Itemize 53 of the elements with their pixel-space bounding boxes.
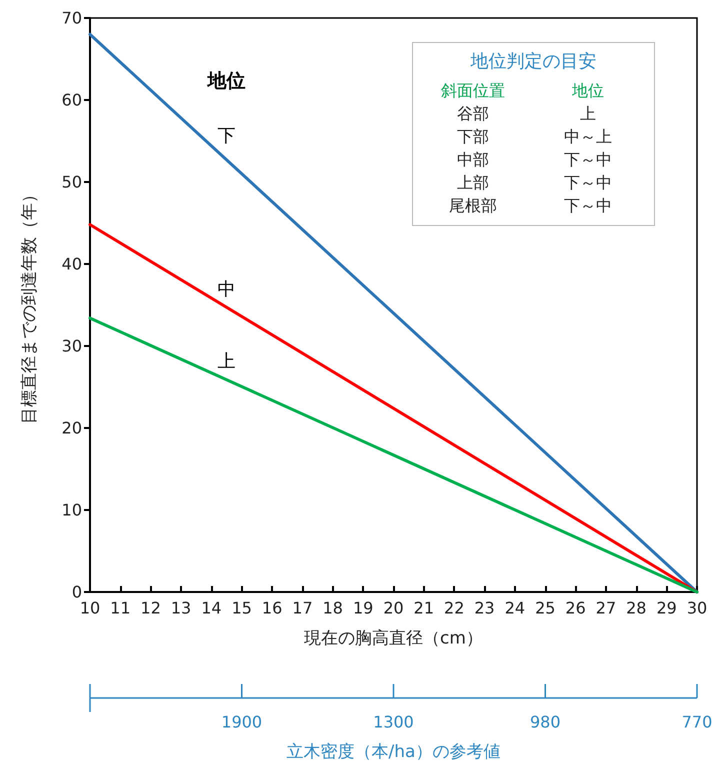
- x-tick-label: 15: [232, 598, 252, 618]
- annotation: 中～上: [563, 126, 613, 148]
- series-label: 上: [218, 351, 236, 372]
- annotation: 下～中: [563, 172, 613, 194]
- x-tick-label: 19: [352, 598, 374, 618]
- x2-axis-title: 立木密度（本/ha）の参考値: [286, 742, 500, 762]
- y-tick-label: 0: [72, 582, 82, 602]
- x-tick-label: 26: [565, 598, 586, 618]
- x-tick-label: 22: [444, 598, 464, 618]
- text: 770: [682, 712, 712, 732]
- x-tick-label: 12: [140, 598, 161, 618]
- y-axis-title: 目標直径までの到達年数（年）: [20, 186, 40, 424]
- y-tick-label: 20: [62, 418, 82, 438]
- y-tick-label: 40: [62, 254, 82, 274]
- x-tick-label: 23: [474, 598, 495, 618]
- x-tick-label: 28: [626, 598, 646, 618]
- x-tick-label: 17: [292, 598, 313, 618]
- x-tick-label: 20: [383, 598, 404, 618]
- x-tick-label: 14: [201, 598, 222, 618]
- x-tick-label: 13: [170, 598, 192, 618]
- x-tick-label: 25: [535, 598, 556, 618]
- x-tick-label: 29: [656, 598, 677, 618]
- y-tick-label: 60: [62, 90, 82, 110]
- x-tick-label: 27: [596, 598, 616, 618]
- annotation: 下部: [456, 126, 490, 148]
- x-tick-label: 21: [414, 598, 434, 618]
- x-tick-label: 30: [686, 598, 708, 618]
- annotation: 中部: [456, 149, 490, 171]
- annotation: 地位: [571, 80, 605, 102]
- x-tick-label: 24: [504, 598, 526, 618]
- text: 1900: [221, 712, 262, 732]
- y-tick-label: 50: [62, 172, 82, 192]
- x-axis-title: 現在の胸高直径（cm）: [304, 628, 483, 648]
- annotation: 斜面位置: [440, 80, 506, 102]
- x-tick-label: 10: [80, 598, 100, 618]
- annotation: 谷部: [456, 103, 490, 125]
- series-label: 下: [218, 125, 236, 146]
- y-tick-label: 30: [62, 336, 82, 356]
- y-tick-label: 10: [62, 500, 82, 520]
- x-tick-label: 18: [322, 598, 343, 618]
- annotation: 下～中: [563, 149, 613, 171]
- x-tick-label: 16: [262, 598, 282, 618]
- annotation: 上: [579, 103, 597, 125]
- annotation: 尾根部: [448, 195, 498, 217]
- x-tick-label: 11: [110, 598, 131, 618]
- series-label: 中: [218, 278, 236, 300]
- y-tick-label: 70: [62, 8, 82, 28]
- text: 1300: [373, 712, 414, 732]
- annotation: 地位判定の目安: [470, 50, 598, 73]
- annotation: 上部: [456, 172, 490, 194]
- annotation: 下～中: [563, 195, 613, 217]
- text: 980: [530, 712, 561, 732]
- annotation: 地位: [206, 70, 246, 92]
